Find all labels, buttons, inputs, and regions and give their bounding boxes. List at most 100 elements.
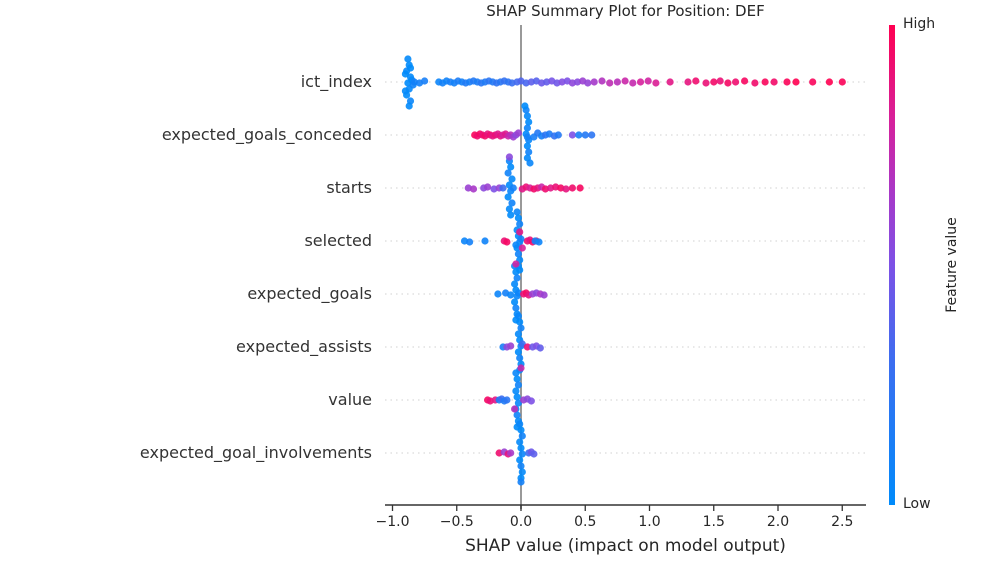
shap-point	[510, 405, 519, 413]
shap-point	[512, 268, 520, 276]
x-tick-label: 2.0	[766, 514, 790, 530]
shap-point	[590, 78, 598, 86]
shap-point	[518, 468, 526, 476]
shap-point	[504, 193, 512, 201]
chart-title: SHAP Summary Plot for Position: DEF	[486, 2, 765, 20]
shap-point	[404, 55, 412, 63]
x-tick-label: 0.0	[509, 514, 533, 530]
feature-label-value: value	[328, 390, 372, 409]
shap-point	[702, 79, 710, 87]
shap-point	[581, 131, 589, 139]
shap-point	[517, 364, 525, 372]
shap-point	[535, 238, 543, 246]
shap-point	[710, 78, 718, 86]
x-axis-label: SHAP value (impact on model output)	[465, 536, 786, 556]
shap-point	[568, 184, 577, 192]
shap-point	[513, 274, 521, 282]
scatter-points	[401, 55, 846, 486]
shap-point	[523, 142, 532, 150]
x-axis-tick-marks	[391, 505, 843, 511]
shap-point	[512, 241, 520, 249]
shap-point	[526, 159, 534, 167]
x-tick-label: −0.5	[439, 514, 474, 530]
shap-point	[494, 290, 502, 298]
shap-point	[518, 432, 526, 440]
shap-point	[507, 163, 515, 171]
shap-point	[512, 369, 520, 377]
shap-point	[517, 324, 525, 332]
shap-point	[606, 79, 614, 87]
colorbar-high-label: High	[903, 16, 936, 32]
shap-point	[514, 330, 523, 338]
shap-point	[505, 205, 513, 213]
shap-point	[517, 426, 525, 434]
shap-point	[568, 131, 577, 139]
shap-point	[530, 450, 538, 458]
shap-point	[825, 78, 834, 86]
shap-point	[536, 344, 544, 352]
shap-point	[525, 118, 533, 126]
shap-point	[513, 411, 521, 419]
shap-point	[518, 244, 526, 252]
shap-point	[503, 238, 511, 246]
x-tick-label: 0.5	[574, 514, 597, 530]
shap-point	[516, 318, 524, 326]
shap-point	[499, 184, 507, 192]
feature-label-selected: selected	[304, 231, 372, 250]
shap-point	[514, 250, 523, 258]
shap-point	[741, 77, 749, 85]
shap-point	[692, 77, 700, 85]
shap-point	[517, 444, 525, 452]
shap-point	[509, 184, 517, 192]
x-tick-label: 1.0	[638, 514, 661, 530]
shap-point	[716, 77, 724, 85]
shap-point	[510, 298, 519, 306]
shap-point	[666, 78, 674, 86]
shap-point	[562, 185, 570, 193]
feature-label-starts: starts	[326, 178, 372, 197]
colorbar-axis-label: Feature value	[944, 217, 960, 313]
shap-point	[514, 312, 523, 320]
feature-value-colorbar	[889, 25, 895, 505]
shap-point	[504, 169, 512, 177]
shap-point	[598, 77, 606, 85]
shap-point	[517, 478, 525, 486]
shap-point	[514, 129, 523, 137]
shap-point	[516, 354, 524, 362]
shap-point	[508, 199, 516, 207]
shap-point	[576, 184, 584, 192]
feature-label-expected_goals_conceded: expected_goals_conceded	[161, 125, 372, 144]
shap-point	[507, 342, 515, 350]
shap-point	[523, 133, 532, 141]
shap-point	[588, 131, 596, 139]
shap-point	[652, 79, 660, 87]
shap-point	[513, 393, 521, 401]
gridlines	[385, 81, 866, 454]
shap-point	[621, 77, 629, 85]
shap-point	[761, 78, 769, 86]
x-tick-label: 1.5	[702, 514, 725, 530]
shap-point	[792, 78, 800, 86]
shap-point	[732, 78, 740, 86]
shap-point	[554, 131, 562, 139]
shap-point	[527, 397, 535, 405]
shap-point	[684, 78, 692, 86]
shap-point	[481, 237, 489, 245]
shap-point	[503, 396, 511, 404]
shap-point	[508, 175, 516, 183]
shap-point	[838, 78, 846, 86]
shap-point	[575, 131, 583, 139]
shap-point	[507, 291, 515, 299]
shap-point	[521, 102, 529, 110]
shap-point	[809, 78, 817, 86]
shap-point	[405, 102, 413, 110]
x-tick-label: 2.5	[831, 514, 854, 530]
feature-label-expected_goal_involvements: expected_goal_involvements	[139, 443, 372, 462]
shap-point	[516, 220, 524, 228]
shap-point	[507, 449, 515, 457]
shap-point	[516, 228, 524, 236]
shap-point	[517, 235, 525, 243]
shap-point	[401, 70, 409, 78]
shap-point	[421, 77, 429, 85]
